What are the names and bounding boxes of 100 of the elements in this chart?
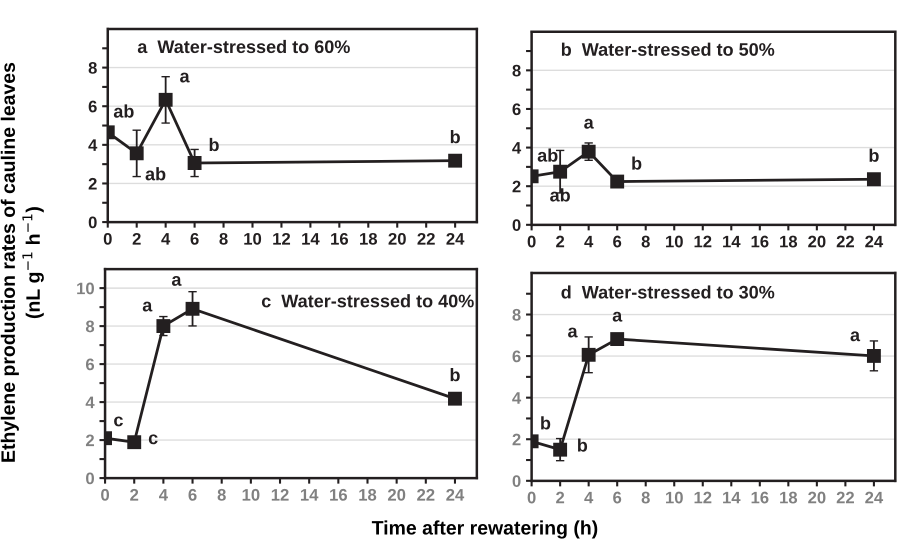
point: [610, 174, 624, 189]
x-tick-label: 16: [752, 236, 768, 248]
x-tick-label: 2: [556, 492, 564, 504]
chart-title: b Water-stressed to 50%: [562, 42, 774, 56]
x-tick-label: 20: [388, 232, 406, 245]
y-tick-label: 4: [86, 396, 95, 408]
point: [582, 144, 596, 159]
x-tick-label: 0: [528, 492, 536, 504]
x-tick-label: 20: [808, 492, 826, 504]
y-tick-label: 8: [86, 320, 94, 332]
y-tick-label: 8: [512, 308, 521, 321]
x-axis-title: Time after rewatering (h): [372, 520, 598, 539]
x-tick-label: 16: [331, 232, 348, 245]
x-tick-label: 6: [188, 488, 197, 501]
annotation: b: [632, 156, 642, 170]
annotation: c: [148, 434, 158, 444]
y-tick-label: 2: [88, 178, 97, 190]
annotation: b: [210, 138, 219, 152]
x-tick-label: 16: [752, 492, 768, 504]
annotation: b: [450, 130, 460, 144]
annotation: a: [850, 331, 860, 342]
x-tick-label: 24: [446, 488, 464, 501]
point: [158, 92, 173, 107]
annotation: b: [450, 368, 460, 382]
point: [610, 332, 624, 346]
x-tick-label: 18: [360, 232, 378, 245]
x-tick-label: 0: [101, 488, 110, 501]
point: [156, 319, 170, 334]
annotation: a: [568, 328, 578, 338]
annotation: b: [870, 148, 879, 162]
x-tick-label: 24: [865, 492, 884, 504]
point: [130, 146, 144, 160]
y-tick-label: 6: [86, 358, 94, 370]
x-tick-label: 14: [723, 492, 740, 504]
y-axis-title: Ethylene production rates of cauline leaves (nL g$^{−1}$ h$^{−1}$): [0, 62, 44, 462]
point: [553, 442, 568, 457]
point: [188, 156, 202, 170]
x-tick-label: 22: [836, 492, 854, 504]
x-tick-label: 6: [613, 492, 622, 504]
text: c Water-stressed to 40%: [262, 294, 474, 308]
x-tick-label: 12: [694, 236, 712, 248]
annotation: ab: [114, 104, 134, 118]
annotation: b: [541, 416, 550, 430]
y-tick-label: 6: [88, 100, 97, 112]
point: [553, 164, 568, 179]
x-tick-label: 18: [359, 488, 376, 501]
annotation: a: [142, 302, 152, 312]
x-tick-label: 18: [780, 492, 798, 504]
y-tick-label: 4: [88, 139, 98, 151]
annotation: ab: [538, 148, 558, 162]
x-tick-label: 8: [642, 492, 650, 504]
x-tick-label: 2: [556, 236, 564, 248]
x-tick-label: 8: [219, 232, 228, 245]
y-tick-label: 0: [512, 219, 521, 232]
annotation: a: [584, 118, 594, 129]
x-tick-label: 12: [694, 492, 712, 504]
annotation: a: [612, 312, 622, 322]
x-tick-label: 16: [330, 488, 347, 501]
annotation: a: [180, 72, 190, 82]
chart-title: a Water-stressed to 60%: [138, 40, 350, 54]
y-tick-label: 0: [512, 475, 521, 488]
point: [448, 392, 462, 406]
text: d Water-stressed to 30%: [561, 285, 774, 299]
x-tick-label: 4: [584, 492, 594, 504]
annotation: c: [114, 416, 123, 426]
x-tick-label: 6: [190, 232, 199, 245]
x-tick-label: 22: [836, 236, 854, 248]
x-tick-label: 10: [666, 236, 683, 248]
point: [186, 302, 200, 316]
point: [127, 435, 142, 450]
y-tick-label: 0: [86, 472, 94, 484]
y-tick-label: 6: [512, 350, 521, 362]
x-tick-label: 18: [780, 236, 798, 248]
x-tick-label: 22: [417, 232, 435, 245]
y-tick-label: 0: [88, 216, 97, 228]
y-tick-label: 4: [512, 392, 522, 404]
x-tick-label: 22: [417, 488, 434, 501]
x-tick-label: 14: [723, 236, 740, 248]
point: [448, 154, 462, 168]
y-tick-label: 2: [512, 434, 521, 446]
x-tick-label: 12: [272, 488, 289, 501]
x-tick-label: 8: [642, 236, 650, 248]
x-tick-label: 4: [584, 236, 594, 248]
point: [866, 172, 881, 186]
point: [582, 348, 596, 362]
x-tick-label: 2: [132, 232, 141, 245]
y-tick-label: 10: [77, 282, 94, 294]
point: [866, 348, 881, 363]
x-tick-label: 4: [159, 489, 168, 501]
x-tick-label: 14: [300, 489, 318, 501]
y-tick-label: 8: [88, 62, 97, 74]
x-tick-label: 4: [161, 233, 170, 245]
x-tick-label: 10: [666, 492, 683, 504]
x-tick-label: 24: [865, 236, 884, 248]
x-tick-label: 10: [242, 488, 260, 501]
x-tick-label: 20: [808, 236, 826, 248]
x-tick-label: 20: [388, 488, 406, 501]
x-tick-label: 0: [528, 236, 536, 248]
annotation: b: [578, 438, 588, 452]
x-tick-label: 0: [104, 232, 112, 245]
